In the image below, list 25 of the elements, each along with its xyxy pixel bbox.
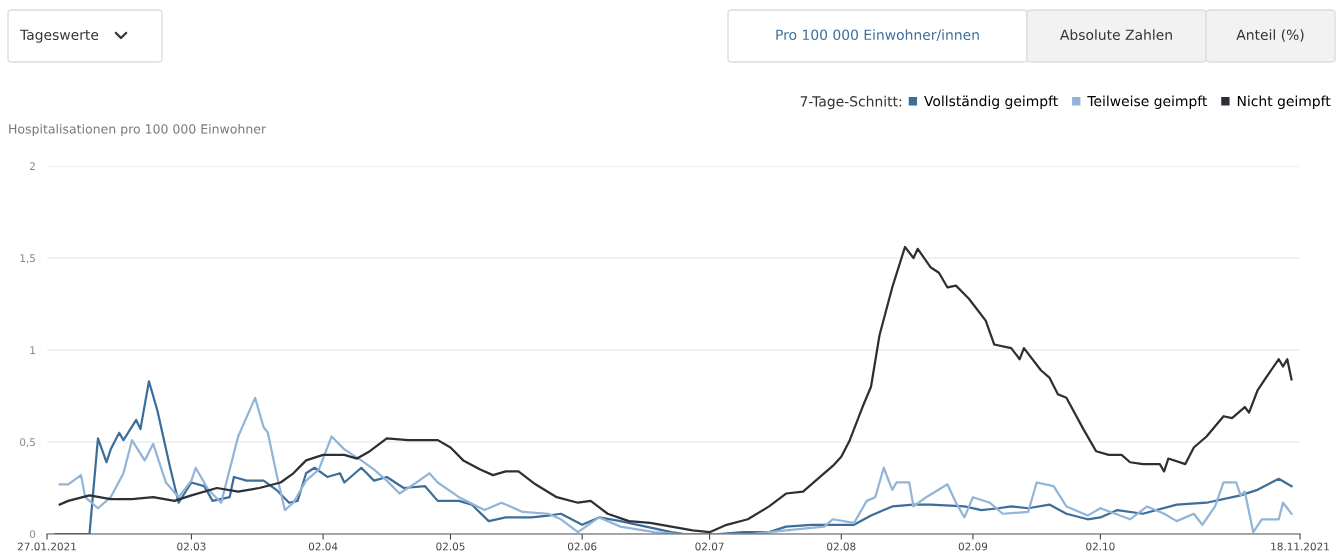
legend-label: Teilweise geimpft bbox=[1087, 95, 1208, 109]
legend-label: Vollständig geimpft bbox=[924, 95, 1058, 109]
y-tick-label: 0 bbox=[29, 530, 36, 539]
x-tick-label: 02.08 bbox=[827, 542, 856, 551]
y-tick-label: 0,5 bbox=[20, 438, 35, 448]
text: Absolute Zahlen bbox=[1060, 29, 1172, 41]
x-tick-label: 02.06 bbox=[567, 542, 597, 551]
x-tick-label: 02.03 bbox=[177, 542, 206, 551]
y-tick-label: 1,5 bbox=[20, 254, 35, 264]
x-tick-label: 02.07 bbox=[695, 542, 724, 551]
y-axis-title: Hospitalisationen pro 100 000 Einwohner bbox=[9, 123, 267, 137]
line-series bbox=[58, 245, 1293, 534]
legend-label: Nicht geimpft bbox=[1237, 95, 1331, 109]
x-tick-label: 02.04 bbox=[308, 542, 338, 551]
x-tick-label: 02.10 bbox=[1086, 542, 1115, 551]
legend-title: 7-Tage-Schnitt: bbox=[800, 95, 902, 110]
x-tick-label: 02.09 bbox=[958, 542, 988, 551]
x-tick-label: 27.01.2021 bbox=[17, 542, 76, 551]
text: Tageswerte bbox=[19, 29, 99, 43]
text: Anteil (%) bbox=[1236, 29, 1304, 42]
x-tick-label: 02.05 bbox=[436, 542, 465, 551]
x-tick-label: 18.11.2021 bbox=[1271, 542, 1329, 551]
y-tick-label: 2 bbox=[30, 162, 35, 170]
text: Pro 100 000 Einwohner/innen bbox=[776, 29, 979, 42]
y-tick-label: 1 bbox=[30, 346, 35, 354]
